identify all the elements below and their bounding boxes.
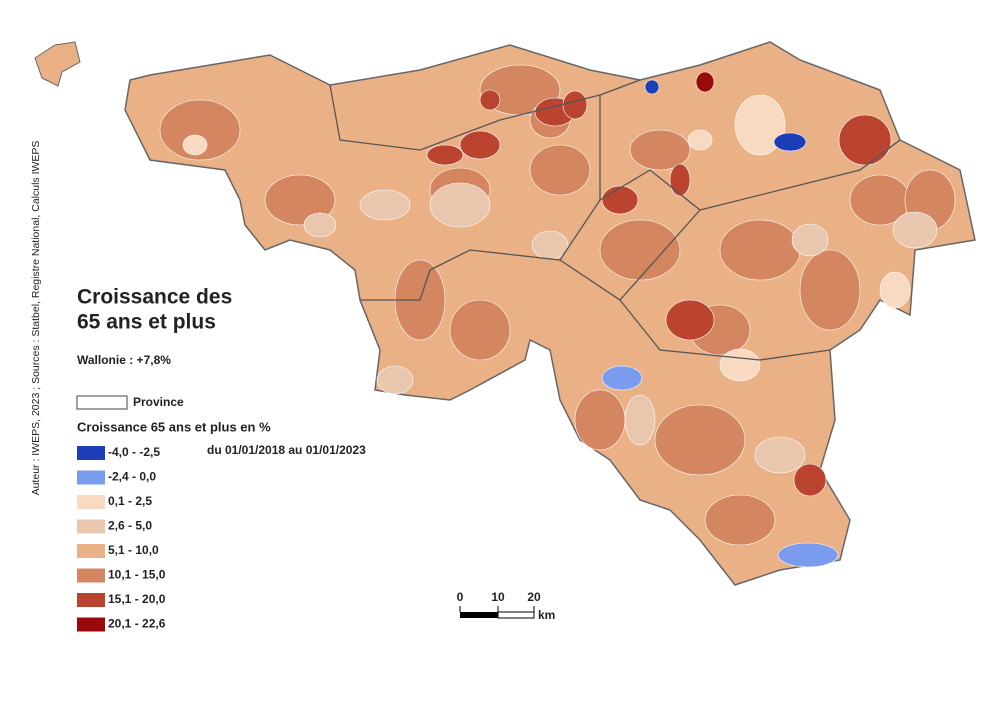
summary: Wallonie : +7,8% <box>77 353 171 367</box>
commune <box>687 129 713 151</box>
commune <box>429 182 491 228</box>
commune <box>599 219 681 281</box>
source: Auteur : IWEPS, 2023 ; Sources : Statbel… <box>30 141 42 496</box>
legend-swatch <box>77 446 105 460</box>
legend-label: 2,6 - 5,0 <box>108 519 152 533</box>
commune <box>182 134 208 156</box>
commune <box>799 249 861 331</box>
commune <box>669 163 691 197</box>
commune <box>644 79 660 95</box>
province-label: Province <box>133 395 184 409</box>
legend-title: Croissance 65 ans et plus en % <box>77 419 271 434</box>
commune <box>531 230 569 260</box>
legend-label: 20,1 - 22,6 <box>108 617 166 631</box>
scale-segment <box>460 612 498 618</box>
legend: -4,0 - -2,5 -2,4 - 0,0 0,1 - 2,5 2,6 - 5,0 5… <box>77 445 166 632</box>
commune <box>426 144 464 166</box>
commune <box>719 219 801 281</box>
commune <box>459 130 501 160</box>
titles: Croissance des 65 ans et plus Wallonie :… <box>77 286 232 368</box>
commune <box>629 129 691 171</box>
commune <box>704 494 776 546</box>
commune <box>838 114 892 166</box>
commune <box>624 394 656 446</box>
commune <box>777 542 839 568</box>
commune <box>479 89 501 111</box>
legend-label: 15,1 - 20,0 <box>108 592 166 606</box>
commune <box>562 90 588 120</box>
commune <box>695 71 715 93</box>
legend-label: -2,4 - 0,0 <box>108 470 156 484</box>
legend-swatch <box>77 617 105 632</box>
commune <box>601 185 639 215</box>
title-line: 65 ans et plus <box>77 311 216 334</box>
province-line <box>329 79 641 151</box>
scale-label: 20 <box>527 590 541 604</box>
commune <box>449 299 511 361</box>
commune <box>159 99 241 161</box>
legend-label: 0,1 - 2,5 <box>108 494 152 508</box>
map-area <box>34 41 976 586</box>
legend-label: 10,1 - 15,0 <box>108 568 166 582</box>
province-line <box>619 299 831 361</box>
commune <box>754 436 806 474</box>
province-swatch <box>76 395 128 410</box>
commune <box>791 223 829 257</box>
province-line <box>360 199 601 301</box>
legend-swatch <box>77 593 105 607</box>
legend-label: 5,1 - 10,0 <box>108 543 159 557</box>
commune <box>654 404 746 476</box>
legend-label: -4,0 - -2,5 <box>108 445 160 459</box>
scale-label: 10 <box>491 590 505 604</box>
scale-label: 0 <box>457 590 464 604</box>
legend-swatch <box>77 544 105 558</box>
commune <box>376 365 414 395</box>
commune <box>793 463 827 497</box>
commune <box>264 174 336 226</box>
commune <box>665 299 715 341</box>
legend-period: du 01/01/2018 au 01/01/2023 <box>207 443 366 457</box>
commune <box>303 212 337 238</box>
scale-bar: 0 10 20 km <box>457 590 556 622</box>
commune <box>892 211 938 249</box>
scale-unit: km <box>538 608 555 622</box>
enclave <box>34 41 81 87</box>
commune <box>719 348 761 382</box>
legend-swatch <box>77 495 105 509</box>
commune <box>601 365 643 391</box>
commune <box>359 189 411 221</box>
title-line: Croissance des <box>77 286 232 309</box>
legend-swatch <box>77 470 105 485</box>
commune <box>529 144 591 196</box>
legend-swatch <box>77 519 105 534</box>
commune <box>773 132 807 152</box>
legend-swatch <box>77 568 105 583</box>
commune <box>879 271 911 309</box>
commune <box>734 94 786 156</box>
province-boundaries <box>329 79 901 361</box>
commune <box>574 389 626 451</box>
scale-segment <box>497 611 535 619</box>
